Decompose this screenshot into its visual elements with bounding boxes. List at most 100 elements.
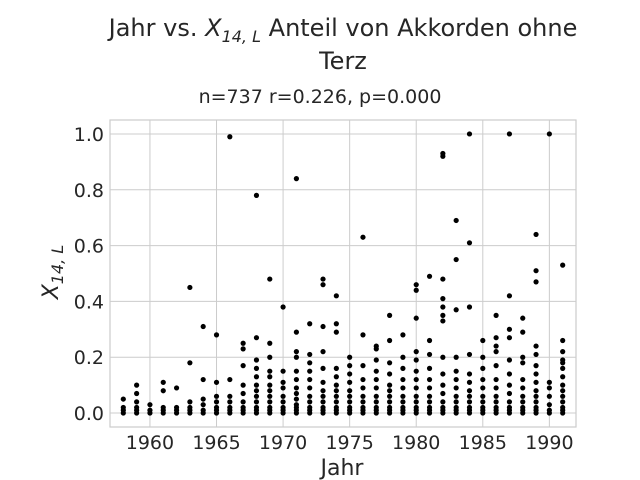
data-point xyxy=(453,368,459,374)
data-point xyxy=(533,351,539,358)
data-point xyxy=(480,337,486,344)
data-point xyxy=(413,376,419,383)
data-point xyxy=(373,376,379,383)
data-point xyxy=(426,273,433,279)
data-point xyxy=(347,399,353,405)
data-point xyxy=(506,326,513,332)
data-point xyxy=(413,399,419,405)
data-point xyxy=(267,382,273,388)
data-point xyxy=(493,404,499,411)
data-point xyxy=(173,404,180,411)
data-point xyxy=(426,393,433,399)
data-point xyxy=(187,399,193,405)
data-points xyxy=(120,131,566,416)
data-point xyxy=(253,382,260,388)
title-math-sub: 14, L xyxy=(222,27,261,46)
data-point xyxy=(400,385,406,391)
data-point xyxy=(320,379,326,385)
data-point xyxy=(533,231,539,238)
data-point xyxy=(387,388,393,394)
data-point xyxy=(320,388,326,394)
data-point xyxy=(560,399,566,405)
data-point xyxy=(493,312,499,318)
data-point xyxy=(227,376,233,383)
data-point xyxy=(360,393,366,399)
data-point xyxy=(413,393,419,399)
data-point xyxy=(480,354,486,360)
x-tick-label: 1980 xyxy=(392,432,440,454)
data-point xyxy=(480,365,486,371)
data-point xyxy=(267,340,273,346)
data-point xyxy=(240,390,246,397)
data-point xyxy=(347,363,353,369)
data-point xyxy=(147,402,153,408)
data-point xyxy=(493,343,499,349)
data-point xyxy=(493,399,499,405)
data-point xyxy=(426,351,433,358)
data-point xyxy=(453,393,459,399)
data-point xyxy=(533,379,539,385)
data-point xyxy=(413,349,419,355)
data-point xyxy=(267,388,273,394)
data-point xyxy=(280,393,286,399)
data-point xyxy=(560,382,566,388)
data-point xyxy=(533,363,539,369)
data-point xyxy=(506,371,513,377)
data-point xyxy=(347,404,353,411)
data-point xyxy=(373,385,379,391)
data-point xyxy=(333,399,339,405)
data-point xyxy=(360,399,366,405)
data-point xyxy=(307,321,313,327)
data-point xyxy=(466,371,473,377)
data-point xyxy=(413,282,419,288)
data-point xyxy=(387,382,393,388)
x-tick-label: 1975 xyxy=(325,432,373,454)
data-point xyxy=(413,287,419,293)
data-point xyxy=(253,404,260,411)
data-point xyxy=(373,399,379,405)
data-point xyxy=(560,388,566,394)
data-point xyxy=(440,354,446,360)
data-point xyxy=(253,374,260,380)
data-point xyxy=(333,388,339,394)
data-point xyxy=(320,323,326,330)
data-point xyxy=(213,379,220,385)
data-point xyxy=(453,307,459,313)
x-axis-label: Jahr xyxy=(319,456,365,480)
data-point xyxy=(520,399,526,405)
data-point xyxy=(280,399,286,405)
data-point xyxy=(546,131,552,137)
data-point xyxy=(440,371,446,377)
data-point xyxy=(373,404,379,411)
data-point xyxy=(187,284,193,291)
data-point xyxy=(253,357,260,363)
data-point xyxy=(347,393,353,399)
data-point xyxy=(187,360,193,366)
data-point xyxy=(466,304,473,310)
data-point xyxy=(307,360,313,366)
data-point xyxy=(253,192,260,198)
data-point xyxy=(160,404,166,411)
data-point xyxy=(387,337,393,344)
data-point xyxy=(320,276,326,282)
data-point xyxy=(293,329,299,335)
gridlines xyxy=(110,120,576,427)
data-point xyxy=(200,396,206,402)
data-point xyxy=(426,376,433,383)
data-point xyxy=(320,282,326,288)
data-point xyxy=(520,393,526,399)
y-tick-label: 0.4 xyxy=(74,291,104,313)
x-tick-label: 1965 xyxy=(192,432,240,454)
title-prefix: Jahr vs. xyxy=(107,14,205,42)
data-point xyxy=(400,354,406,360)
data-point xyxy=(466,131,473,137)
chart-title-line1: Jahr vs. X14, L Anteil von Akkorden ohne xyxy=(107,14,578,46)
data-point xyxy=(440,399,446,405)
data-point xyxy=(213,399,220,405)
data-point xyxy=(387,393,393,399)
data-point xyxy=(440,296,446,302)
data-point xyxy=(413,368,419,374)
data-point xyxy=(307,376,313,383)
data-point xyxy=(440,276,446,282)
